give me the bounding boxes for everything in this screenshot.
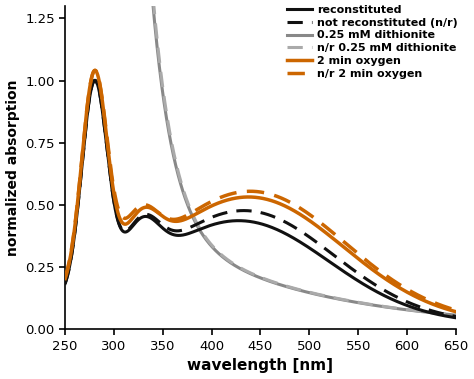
X-axis label: wavelength [nm]: wavelength [nm]: [188, 359, 334, 373]
Y-axis label: normalized absorption: normalized absorption: [6, 80, 19, 256]
Legend: reconstituted, not reconstituted (n/r), 0.25 mM dithionite, n/r 0.25 mM dithioni: reconstituted, not reconstituted (n/r), …: [287, 5, 458, 79]
